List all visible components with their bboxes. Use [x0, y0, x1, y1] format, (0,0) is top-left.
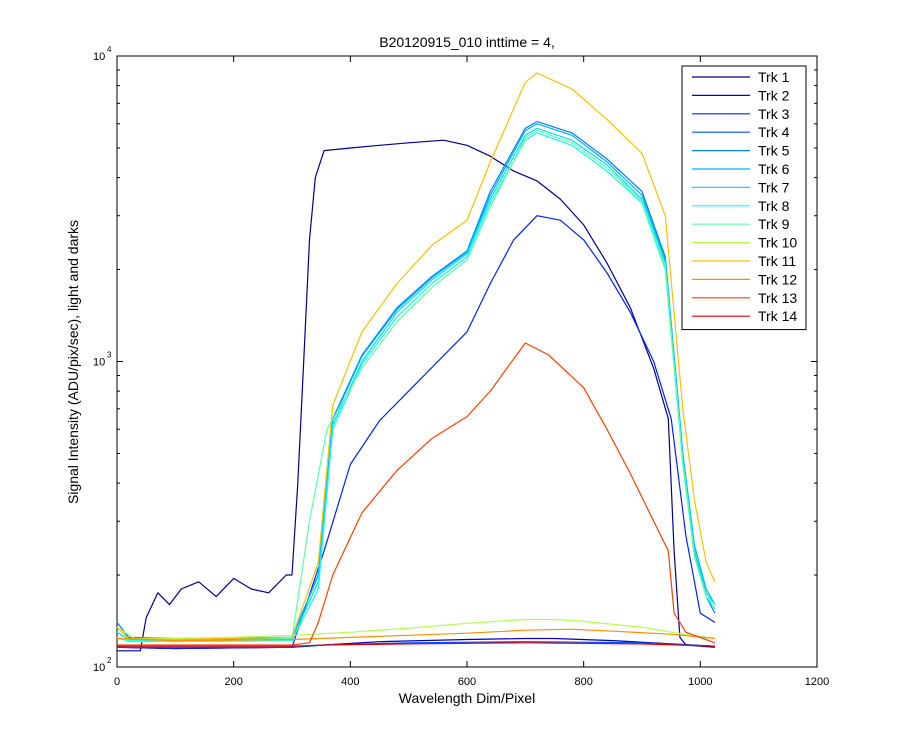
- series-line-trk-10: [116, 618, 715, 640]
- chart-title: B20120915_010 inttime = 4,: [379, 34, 555, 50]
- y-tick-exponent: 3: [107, 351, 112, 360]
- legend: Trk 1 Trk 2 Trk 3 Trk 4 Trk 5 Trk 6 Trk 7 Trk 8…: [681, 65, 807, 331]
- y-tick-label: 10: [93, 51, 105, 63]
- series-line-trk-1: [117, 139, 715, 652]
- series-line-trk-12: [116, 628, 715, 642]
- legend-label: Trk 11: [758, 253, 796, 269]
- x-tick-label: 1000: [688, 676, 712, 688]
- legend-label: Trk 12: [758, 271, 797, 287]
- legend-label: Trk 9: [758, 216, 790, 232]
- series-line-trk-9: [116, 130, 716, 643]
- series-line-trk-13: [117, 342, 716, 646]
- x-tick-label: 200: [224, 676, 242, 688]
- legend-label: Trk 13: [758, 290, 797, 306]
- legend-label: Trk 4: [758, 124, 790, 140]
- y-tick-exponent: 4: [107, 45, 112, 54]
- legend-label: Trk 5: [758, 143, 790, 159]
- legend-label: Trk 8: [758, 198, 790, 214]
- series-line-trk-4: [117, 641, 715, 648]
- legend-box: [681, 65, 807, 331]
- legend-label: Trk 6: [758, 161, 790, 177]
- legend-label: Trk 7: [758, 179, 790, 195]
- x-axis-label: Wavelength Dim/Pixel: [399, 690, 535, 706]
- legend-label: Trk 3: [758, 106, 790, 122]
- y-tick-label: 10: [93, 662, 105, 674]
- series-line-trk-14: [117, 642, 715, 647]
- x-tick-label: 400: [341, 676, 359, 688]
- y-minor-ticks: [117, 69, 817, 576]
- legend-label: Trk 2: [758, 87, 790, 103]
- series-lines: [116, 72, 716, 652]
- legend-label: Trk 10: [758, 235, 797, 251]
- y-axis-label: Signal Intensity (ADU/pix/sec), light an…: [65, 220, 81, 504]
- x-axis-ticks: 0 200 400 600 800 1000 1200: [114, 56, 829, 688]
- x-tick-label: 1200: [805, 676, 829, 688]
- series-line-trk-3: [116, 215, 716, 650]
- legend-label: Trk 14: [758, 308, 797, 324]
- series-line-trk-11: [116, 72, 716, 641]
- x-tick-label: 600: [458, 676, 476, 688]
- legend-label: Trk 1: [758, 69, 790, 85]
- y-tick-label: 10: [93, 357, 105, 369]
- x-tick-label: 0: [114, 676, 120, 688]
- x-tick-label: 800: [574, 676, 592, 688]
- y-tick-exponent: 2: [107, 656, 112, 665]
